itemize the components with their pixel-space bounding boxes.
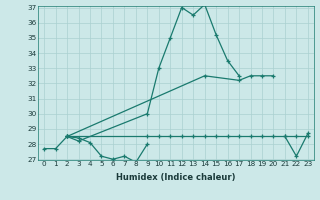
X-axis label: Humidex (Indice chaleur): Humidex (Indice chaleur) xyxy=(116,173,236,182)
